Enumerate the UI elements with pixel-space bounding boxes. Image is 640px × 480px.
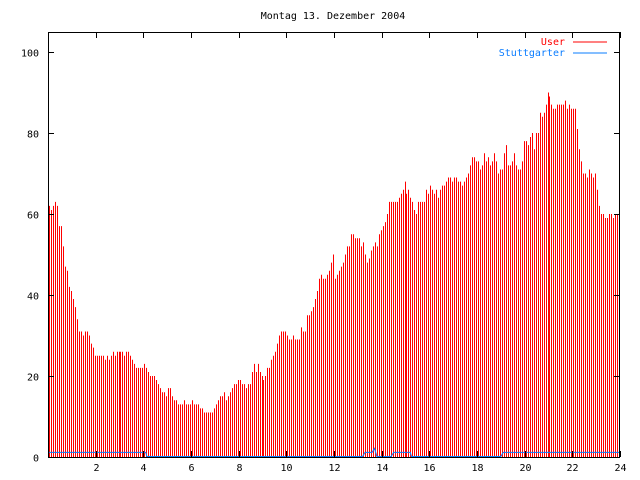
y-tick-label: 80 xyxy=(27,130,39,141)
x-tick-label: 8 xyxy=(236,463,242,474)
legend-label-user: User xyxy=(541,37,565,48)
y-axis: 0 20 40 60 80 100 xyxy=(21,49,620,465)
x-tick-label: 16 xyxy=(423,463,435,474)
x-tick-label: 22 xyxy=(566,463,578,474)
y-tick-label: 0 xyxy=(33,454,39,465)
x-tick-label: 20 xyxy=(519,463,531,474)
x-tick-label: 14 xyxy=(376,463,388,474)
x-tick-label: 10 xyxy=(280,463,292,474)
y-tick-label: 100 xyxy=(21,49,39,60)
y-tick-label: 40 xyxy=(27,292,39,303)
stuttgarter-line xyxy=(48,447,620,457)
user-bars xyxy=(49,92,620,457)
chart-title: Montag 13. Dezember 2004 xyxy=(261,11,406,22)
x-tick-label: 4 xyxy=(140,463,146,474)
x-tick-label: 18 xyxy=(471,463,483,474)
x-axis: 2 4 6 8 10 12 14 16 18 20 22 24 xyxy=(93,32,627,474)
legend: User Stuttgarter xyxy=(499,37,607,59)
x-tick-label: 2 xyxy=(93,463,99,474)
x-tick-label: 24 xyxy=(614,463,626,474)
x-tick-label: 6 xyxy=(188,463,194,474)
y-tick-label: 20 xyxy=(27,373,39,384)
legend-label-stuttgarter: Stuttgarter xyxy=(499,48,565,59)
y-tick-label: 60 xyxy=(27,211,39,222)
x-tick-label: 12 xyxy=(328,463,340,474)
